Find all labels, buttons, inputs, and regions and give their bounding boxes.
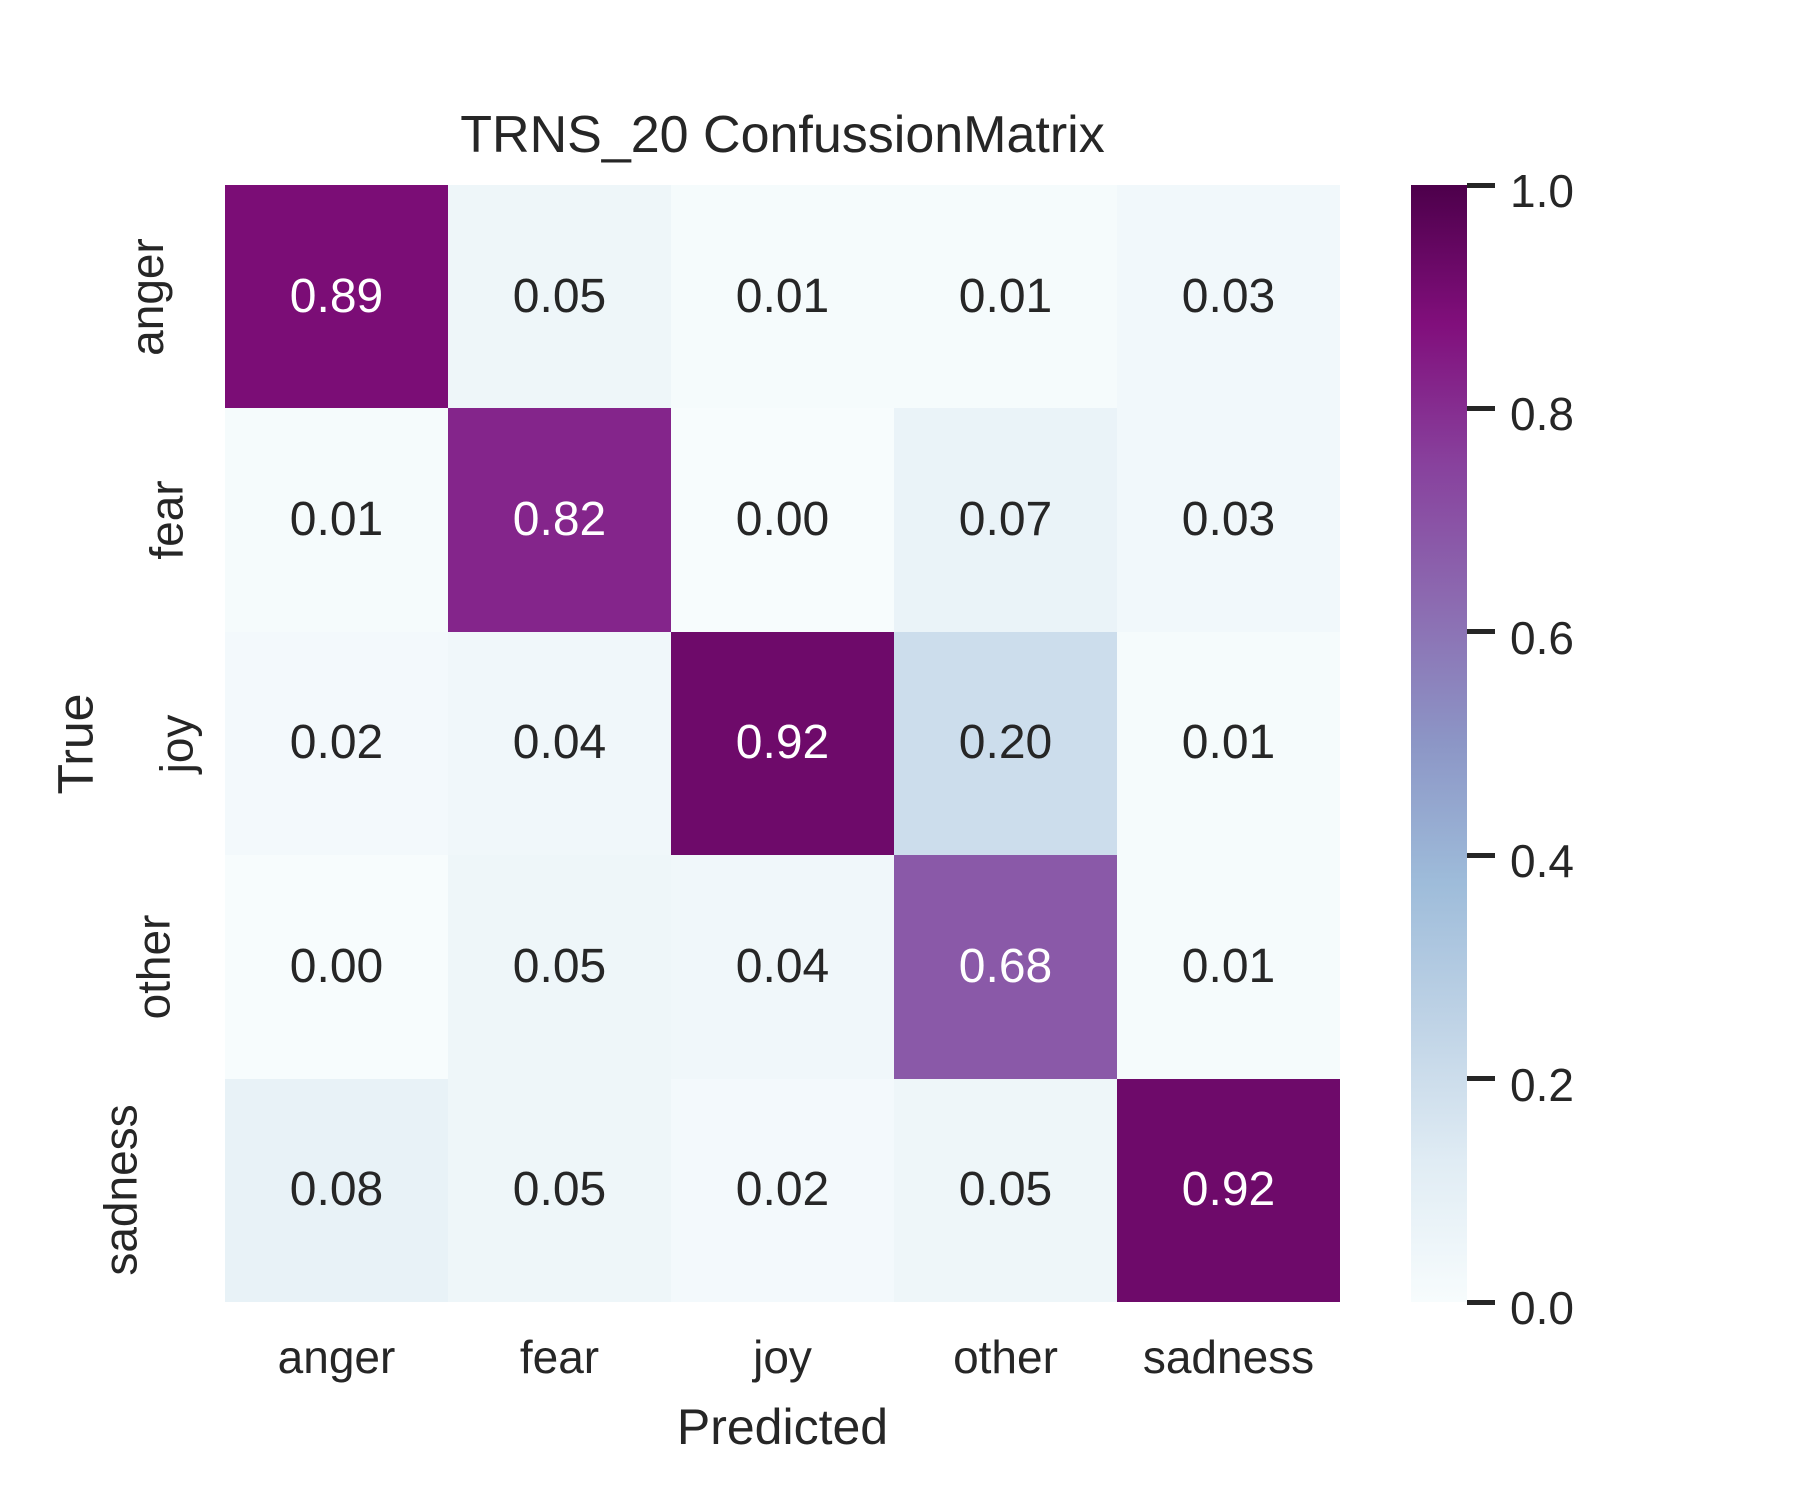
y-tick-label: fear [140,480,193,560]
colorbar-tick-mark [1467,852,1495,858]
heatmap-cell-sadness-other: 0.05 [894,1078,1117,1302]
cell-value: 0.05 [512,269,607,323]
cell-value: 0.02 [735,1163,830,1217]
heatmap-cell-anger-other: 0.01 [894,185,1117,409]
cell-value: 0.01 [958,269,1053,323]
cell-value: 0.01 [289,493,384,547]
x-tick-other: other [953,1331,1058,1383]
heatmap-cell-sadness-anger: 0.08 [225,1078,448,1302]
cell-value: 0.01 [1181,939,1276,993]
y-tick-labels: anger fear joy other sadness [94,185,206,1302]
y-tick-joy: joy [128,632,206,855]
heatmap-cell-joy-anger: 0.02 [225,631,448,856]
x-tick-anger: anger [277,1331,396,1383]
heatmap-cell-sadness-fear: 0.05 [448,1078,671,1302]
cell-value: 0.92 [1181,1163,1276,1217]
heatmap-cell-joy-other: 0.20 [894,631,1117,856]
cell-value: 0.01 [735,269,830,323]
heatmap-cell-other-sadness: 0.01 [1117,855,1340,1079]
colorbar [1411,185,1467,1302]
y-tick-other: other [128,855,206,1078]
cell-value: 0.00 [735,493,830,547]
cell-value: 0.07 [958,493,1053,547]
x-tick-sadness: sadness [1142,1331,1315,1383]
cell-value: 0.05 [512,1163,607,1217]
cell-value: 0.04 [735,939,830,993]
cell-value: 0.04 [512,716,607,770]
heatmap-cell-fear-joy: 0.00 [671,408,894,632]
heatmap-cell-anger-anger: 0.89 [225,185,448,409]
y-tick-anger: anger [121,185,206,408]
heatmap-cell-fear-fear: 0.82 [448,408,671,632]
colorbar-tick-label: 0.2 [1510,1058,1574,1111]
heatmap-cell-anger-sadness: 0.03 [1117,185,1340,409]
colorbar-tick-label: 0.8 [1510,388,1574,441]
colorbar-tick-mark [1467,182,1495,188]
heatmap-cell-other-anger: 0.00 [225,855,448,1079]
heatmap-cell-other-fear: 0.05 [448,855,671,1079]
cell-value: 0.03 [1181,269,1276,323]
y-tick-label: sadness [94,1104,147,1276]
heatmap-cell-other-other: 0.68 [894,855,1117,1079]
heatmap-cell-fear-anger: 0.01 [225,408,448,632]
colorbar-tick-label: 0.0 [1510,1282,1574,1334]
cell-value: 0.02 [289,716,384,770]
cell-value: 0.08 [289,1163,384,1217]
cell-value: 0.20 [958,716,1053,770]
colorbar-tick-label: 0.4 [1510,835,1574,888]
heatmap-cell-fear-other: 0.07 [894,408,1117,632]
cell-value: 0.05 [512,939,607,993]
colorbar-tick-label: 0.6 [1510,611,1574,664]
y-tick-sadness: sadness [94,1079,206,1302]
x-axis-label: Predicted [676,1399,889,1455]
cell-value: 0.03 [1181,493,1276,547]
cell-value: 0.82 [512,493,607,547]
heatmap-cell-joy-sadness: 0.01 [1117,631,1340,856]
x-tick-fear: fear [519,1331,600,1383]
y-axis-label-text: True [47,693,104,794]
cell-value: 0.68 [958,939,1053,993]
heatmap-cell-joy-fear: 0.04 [448,631,671,856]
heatmap-cell-anger-joy: 0.01 [671,185,894,409]
cell-value: 0.05 [958,1163,1053,1217]
x-tick-joy: joy [753,1331,812,1383]
cell-value: 0.92 [735,716,830,770]
colorbar-tick-mark [1467,1299,1495,1305]
heatmap-cell-anger-fear: 0.05 [448,185,671,409]
cell-value: 0.89 [289,269,384,323]
colorbar-tick-mark [1467,405,1495,411]
heatmap-cell-other-joy: 0.04 [671,855,894,1079]
colorbar-tick-mark [1467,629,1495,635]
y-tick-label: other [127,914,180,1020]
heatmap-cell-sadness-joy: 0.02 [671,1078,894,1302]
colorbar-tick-mark [1467,1076,1495,1082]
heatmap-cell-fear-sadness: 0.03 [1117,408,1340,632]
cell-value: 0.01 [1181,716,1276,770]
y-tick-label: joy [150,714,203,773]
x-tick-labels: anger fear joy other sadness [225,1330,1340,1390]
y-tick-label: anger [121,237,174,356]
heatmap-cell-sadness-sadness: 0.92 [1117,1078,1340,1302]
y-tick-fear: fear [128,408,206,631]
cell-value: 0.00 [289,939,384,993]
chart-title: TRNS_20 ConfussionMatrix [460,106,1105,164]
heatmap-grid: 0.89 0.05 0.01 0.01 0.03 0.01 0.82 0.00 0.07 0.03… [225,185,1340,1302]
heatmap-cell-joy-joy: 0.92 [671,631,894,856]
colorbar-tick-label: 1.0 [1510,165,1574,217]
